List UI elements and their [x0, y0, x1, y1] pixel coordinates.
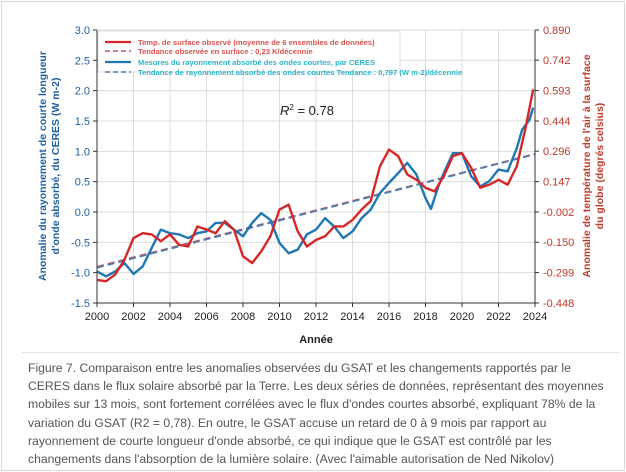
y-tick-label-left: 2.5	[75, 55, 90, 67]
x-tick-label: 2022	[486, 311, 510, 323]
y-tick-label-right: -0.002	[543, 207, 574, 219]
legend: Temp. de surface observé (moyenne de 6 e…	[97, 30, 462, 77]
legend-label: Temp. de surface observé (moyenne de 6 e…	[138, 38, 375, 47]
r2-annotation: R2 = 0.78	[280, 103, 334, 118]
y-tick-label-left: 0.5	[75, 177, 90, 189]
axes: 2000 2002 2004 2006 2008 2010 2012 2014 2016 2018…	[71, 25, 574, 323]
chart: 2000 2002 2004 2006 2008 2010 2012 2014 2016 2018…	[37, 25, 606, 346]
series-group	[96, 89, 536, 283]
x-tick-label: 2010	[267, 311, 291, 323]
y-axis-label-left: Anomalie du rayonnement de courte longue…	[37, 51, 62, 281]
series-line	[96, 89, 535, 283]
x-tick-label: 2014	[340, 311, 364, 323]
y-tick-label-left: 1.5	[75, 116, 90, 128]
y-tick-label-left: 3.0	[75, 25, 90, 37]
y-tick-label-right: -0.299	[543, 268, 574, 280]
y-axis-label-right: Anomalie de température de l'air à la su…	[581, 54, 606, 277]
y-tick-label-left: 1.0	[75, 146, 90, 158]
x-tick-label: 2008	[231, 311, 255, 323]
legend-label: Mesures du rayonnement absorbé des ondes…	[138, 58, 375, 67]
y-tick-label-right: 0.890	[543, 25, 571, 37]
y-tick-label-left: 0.0	[75, 207, 90, 219]
y-tick-label-left: 2.0	[75, 86, 90, 98]
y-tick-label-right: 0.742	[543, 55, 571, 67]
x-tick-label: 2024	[523, 311, 547, 323]
y-tick-label-left: -1.0	[71, 268, 90, 280]
y-tick-label-right: 0.444	[543, 116, 571, 128]
y-tick-label-right: 0.593	[543, 86, 571, 98]
x-tick-label: 2020	[450, 311, 474, 323]
trend-line	[96, 153, 536, 269]
legend-box	[97, 30, 401, 73]
x-tick-label: 2012	[304, 311, 328, 323]
legend-label: Tendance observée en surface : 0,23 K/dé…	[138, 47, 313, 56]
figure-caption: Figure 7. Comparaison entre les anomalie…	[22, 352, 620, 466]
x-tick-label: 2006	[194, 311, 218, 323]
x-tick-label: 2000	[85, 311, 109, 323]
legend-label: Tendance de rayonnement absorbé des onde…	[138, 68, 462, 77]
y-tick-label-right: -0.448	[543, 298, 574, 310]
x-tick-label: 2002	[121, 311, 145, 323]
y-tick-label-left: -0.5	[71, 237, 90, 249]
y-tick-label-right: -0.150	[543, 237, 574, 249]
x-tick-label: 2016	[377, 311, 401, 323]
y-tick-label-right: 0.296	[543, 146, 571, 158]
x-axis-label: Année	[299, 334, 333, 346]
y-tick-label-right: 0.147	[543, 177, 571, 189]
series-line	[96, 107, 535, 278]
x-tick-label: 2004	[158, 311, 182, 323]
x-tick-label: 2018	[413, 311, 437, 323]
y-tick-label-left: -1.5	[71, 298, 90, 310]
